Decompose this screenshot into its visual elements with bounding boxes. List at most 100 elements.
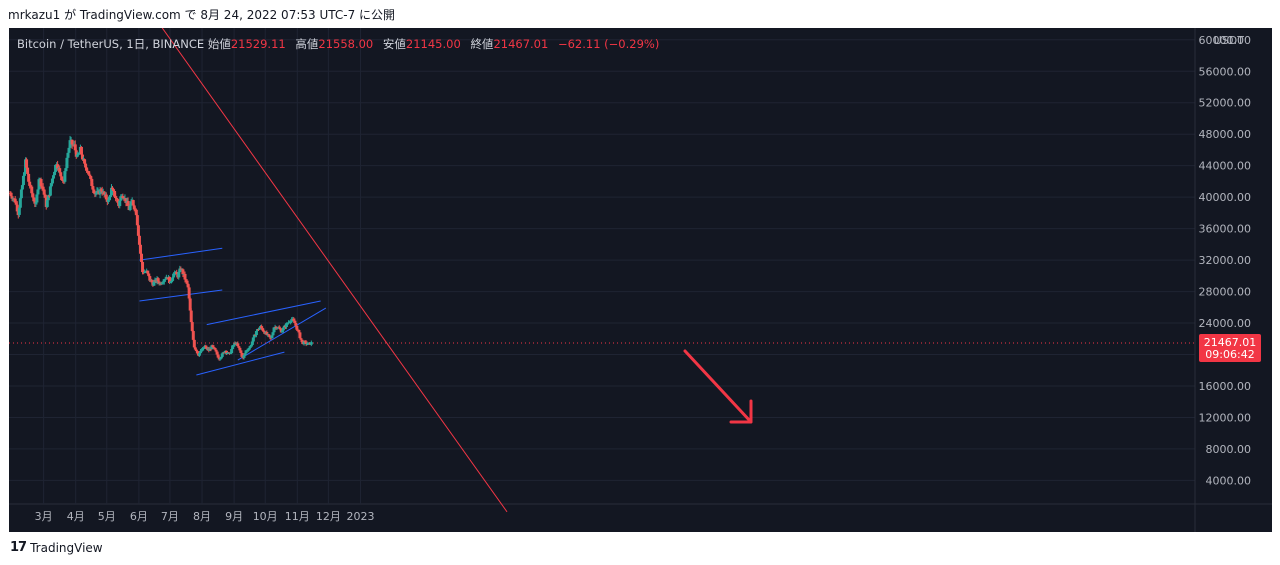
close-label: 終値 xyxy=(470,37,494,51)
candle-body xyxy=(53,171,57,176)
candles-layer xyxy=(9,135,313,361)
tradingview-logo-icon: 17 xyxy=(10,540,27,555)
y-tick-label: 60000.00 xyxy=(1199,34,1252,47)
chart-svg[interactable]: 60000.00 56000.00 52000.00 48000.00 44000.00… xyxy=(9,28,1272,532)
candle-body xyxy=(92,189,96,193)
candle-body xyxy=(45,200,49,207)
candle-body xyxy=(42,189,46,195)
candle-body xyxy=(54,164,58,172)
candle-body xyxy=(56,164,60,169)
candle-body xyxy=(213,348,217,350)
candle-body xyxy=(79,146,83,155)
candle-body xyxy=(51,175,55,179)
candle-body xyxy=(21,175,25,186)
candle-body xyxy=(302,341,306,345)
candle-body xyxy=(248,346,252,348)
candle-body xyxy=(32,197,36,202)
x-tick-label: 9月 xyxy=(225,510,243,523)
currency-label: USDT xyxy=(1213,34,1244,47)
candle-body xyxy=(148,276,152,281)
candle-body xyxy=(169,281,173,284)
high-value: 21558.00 xyxy=(318,37,374,51)
candle-body xyxy=(35,194,39,203)
candle-body xyxy=(61,179,65,181)
candle-body xyxy=(115,198,119,200)
y-tick-label: 44000.00 xyxy=(1199,160,1252,173)
channel-inner-line xyxy=(237,307,327,361)
candle-body xyxy=(210,345,214,350)
candle-body xyxy=(63,171,67,182)
candle-body xyxy=(112,189,116,191)
candle-body xyxy=(87,171,91,175)
candle-body xyxy=(107,196,111,200)
x-tick-label: 11月 xyxy=(285,510,310,523)
candle-body xyxy=(99,189,103,191)
candle-body xyxy=(219,356,223,359)
candle-body xyxy=(102,191,106,195)
candle-body xyxy=(290,319,294,322)
publish-info: mrkazu1 が TradingView.com で 8月 24, 2022 … xyxy=(8,8,396,22)
candle-body xyxy=(150,280,154,283)
candle-body xyxy=(170,280,174,282)
candle-body xyxy=(253,334,257,336)
candle-body xyxy=(188,298,192,311)
candle-body xyxy=(261,328,265,331)
candle-body xyxy=(167,276,171,284)
last-price-value: 21467.01 xyxy=(1204,336,1257,349)
candle-body xyxy=(215,351,219,355)
candle-body xyxy=(201,348,205,351)
y-tick-label: 40000.00 xyxy=(1199,191,1252,204)
x-tick-label: 12月 xyxy=(316,510,341,523)
chart-frame[interactable]: 60000.00 56000.00 52000.00 48000.00 44000.00… xyxy=(9,28,1272,532)
y-tick-label: 8000.00 xyxy=(1206,443,1252,456)
candle-body xyxy=(246,349,250,351)
candle-body xyxy=(304,341,308,344)
candle-body xyxy=(135,215,139,226)
candle-body xyxy=(192,339,196,348)
candle-body xyxy=(187,287,191,299)
candle-body xyxy=(270,335,274,339)
candle-body xyxy=(59,172,63,177)
candle-body xyxy=(138,244,142,254)
candle-body xyxy=(286,323,290,325)
candle-body xyxy=(272,327,276,333)
candle-body xyxy=(29,185,33,187)
candle-body xyxy=(262,330,266,332)
candle-body xyxy=(289,321,293,323)
candle-body xyxy=(175,271,179,275)
candle-body xyxy=(171,277,175,281)
candle-body xyxy=(238,347,242,351)
candle-body xyxy=(288,322,292,324)
candle-body xyxy=(208,348,212,351)
x-tick-label: 7月 xyxy=(161,510,179,523)
candle-body xyxy=(128,205,132,210)
candle-body xyxy=(305,343,309,345)
candle-body xyxy=(85,167,89,171)
candle-body xyxy=(118,200,122,207)
candle-body xyxy=(220,353,224,357)
candle-body xyxy=(15,204,19,212)
candle-body xyxy=(30,186,34,194)
candle-body xyxy=(231,345,235,350)
candle-body xyxy=(74,150,78,157)
candle-body xyxy=(119,196,123,201)
candle-body xyxy=(297,330,301,333)
candle-body xyxy=(70,139,74,145)
x-tick-label: 6月 xyxy=(130,510,148,523)
candle-body xyxy=(132,205,136,210)
candle-body xyxy=(91,186,95,190)
candle-body xyxy=(108,195,112,197)
candle-body xyxy=(254,331,258,336)
candle-body xyxy=(109,187,113,196)
candle-body xyxy=(114,196,118,199)
candle-body xyxy=(250,341,254,346)
candle-body xyxy=(216,354,220,358)
candle-body xyxy=(147,273,151,277)
candle-body xyxy=(9,193,13,197)
y-tick-label: 16000.00 xyxy=(1199,380,1252,393)
candle-body xyxy=(295,325,299,330)
candle-body xyxy=(121,196,125,199)
candle-body xyxy=(152,281,156,286)
candle-body xyxy=(233,343,237,346)
